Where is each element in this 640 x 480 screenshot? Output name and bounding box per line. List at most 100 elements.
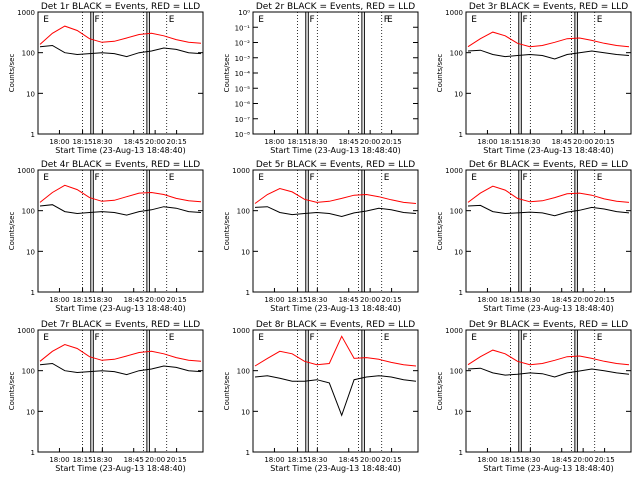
panel-title: Det 5r BLACK = Events, RED = LLD	[256, 160, 415, 170]
x-tick-label: 18:30	[92, 456, 112, 464]
y-tick-label: 1	[246, 449, 250, 457]
series-line	[467, 31, 630, 48]
y-tick-label: 10⁻⁴	[235, 70, 251, 78]
y-axis-label: Counts/sec	[223, 372, 231, 411]
y-tick-label: 1	[459, 449, 463, 457]
x-axis-label: Start Time (23-Aug-13 18:48:40)	[483, 146, 614, 155]
series-line	[254, 375, 417, 417]
interval-marker: E	[43, 173, 49, 183]
detector-panel-5: Det 5r BLACK = Events, RED = LLD 1 10 100 10…	[223, 160, 419, 313]
x-tick-label: 18:00	[477, 456, 497, 464]
interval-marker: E	[43, 333, 49, 343]
y-tick-label: 100	[22, 50, 35, 58]
x-tick-label: 20:00	[360, 296, 380, 304]
x-tick-label: 18:30	[520, 138, 540, 146]
y-tick-label: 10	[241, 408, 250, 416]
y-tick-label: 1000	[232, 167, 250, 175]
series-line	[39, 362, 202, 376]
y-tick-label: 1	[459, 131, 463, 139]
x-tick-label: 20:15	[167, 138, 187, 146]
x-axis-label: Start Time (23-Aug-13 18:48:40)	[483, 464, 614, 473]
interval-marker: E	[387, 15, 393, 25]
series-line	[39, 204, 202, 216]
plot-frame	[465, 11, 632, 135]
x-tick-label: 18:30	[520, 456, 540, 464]
interval-marker: E	[258, 173, 264, 183]
x-tick-label: 18:00	[264, 296, 284, 304]
interval-marker: F	[94, 15, 99, 25]
x-tick-label: 18:15	[500, 296, 520, 304]
panel-title: Det 7r BLACK = Events, RED = LLD	[41, 320, 200, 330]
plot-frame	[37, 11, 204, 135]
interval-marker: E	[471, 333, 477, 343]
interval-marker: E	[258, 333, 264, 343]
y-tick-label: 1000	[17, 9, 35, 17]
y-tick-label: 1	[31, 449, 35, 457]
y-tick-label: 10	[26, 90, 35, 98]
x-tick-label: 18:15	[72, 456, 92, 464]
interval-marker: F	[522, 15, 527, 25]
series-line	[39, 44, 202, 58]
detector-panel-3: Det 3r BLACK = Events, RED = LLD 1 10 100 10…	[436, 2, 632, 155]
x-tick-label: 20:15	[167, 456, 187, 464]
y-tick-label: 100	[450, 50, 463, 58]
interval-marker: E	[597, 173, 603, 183]
x-tick-label: 20:00	[360, 138, 380, 146]
x-tick-label: 20:00	[573, 138, 593, 146]
x-tick-label: 18:45	[552, 138, 572, 146]
series-line	[39, 25, 202, 45]
y-axis-label: Counts/sec	[436, 372, 444, 411]
y-tick-label: 1000	[445, 9, 463, 17]
panel-title: Det 6r BLACK = Events, RED = LLD	[469, 160, 628, 170]
y-axis-label: Counts/sec	[8, 54, 16, 93]
plot-frame	[37, 329, 204, 453]
interval-marker: E	[169, 333, 175, 343]
y-tick-label: 100	[450, 208, 463, 216]
y-tick-label: 1	[459, 289, 463, 297]
y-tick-label: 100	[237, 208, 250, 216]
x-tick-label: 18:00	[477, 296, 497, 304]
series-line	[254, 187, 417, 204]
y-tick-label: 10⁻⁸	[235, 131, 251, 139]
y-tick-label: 100	[22, 368, 35, 376]
x-tick-label: 18:00	[49, 138, 69, 146]
y-tick-label: 10⁻¹	[235, 24, 251, 32]
x-tick-label: 18:30	[520, 296, 540, 304]
series-line	[254, 206, 417, 218]
interval-marker: F	[309, 15, 314, 25]
series-line	[467, 367, 630, 378]
y-tick-label: 10	[454, 408, 463, 416]
x-tick-label: 18:15	[287, 138, 307, 146]
x-axis-label: Start Time (23-Aug-13 18:48:40)	[55, 146, 186, 155]
x-tick-label: 18:30	[92, 296, 112, 304]
y-axis-label: Counts/sec	[436, 212, 444, 251]
x-tick-label: 18:30	[92, 138, 112, 146]
x-tick-label: 20:00	[360, 456, 380, 464]
y-tick-label: 1000	[445, 167, 463, 175]
y-axis-label: Counts/sec	[223, 212, 231, 251]
y-tick-label: 10	[241, 248, 250, 256]
x-axis-label: Start Time (23-Aug-13 18:48:40)	[55, 304, 186, 313]
y-tick-label: 1000	[445, 327, 463, 335]
y-tick-label: 1	[31, 289, 35, 297]
series-line	[39, 184, 202, 203]
detector-panel-9: Det 9r BLACK = Events, RED = LLD 1 10 100 10…	[436, 320, 632, 473]
interval-marker: F	[94, 173, 99, 183]
y-tick-label: 10⁻³	[235, 55, 251, 63]
x-tick-label: 18:15	[72, 138, 92, 146]
x-tick-label: 18:45	[124, 296, 144, 304]
detector-panel-8: Det 8r BLACK = Events, RED = LLD 1 10 100 10…	[223, 320, 419, 473]
interval-marker: E	[597, 333, 603, 343]
y-tick-label: 100	[450, 368, 463, 376]
x-tick-label: 18:15	[500, 138, 520, 146]
series-line	[467, 349, 630, 366]
interval-marker: E	[258, 15, 264, 25]
interval-marker: F	[384, 15, 389, 25]
x-tick-label: 20:00	[145, 138, 165, 146]
interval-marker: E	[169, 173, 175, 183]
panel-title: Det 4r BLACK = Events, RED = LLD	[41, 160, 200, 170]
y-tick-label: 10⁻⁶	[235, 101, 251, 109]
x-tick-label: 18:45	[339, 296, 359, 304]
x-tick-label: 20:00	[573, 296, 593, 304]
panel-title: Det 9r BLACK = Events, RED = LLD	[469, 320, 628, 330]
